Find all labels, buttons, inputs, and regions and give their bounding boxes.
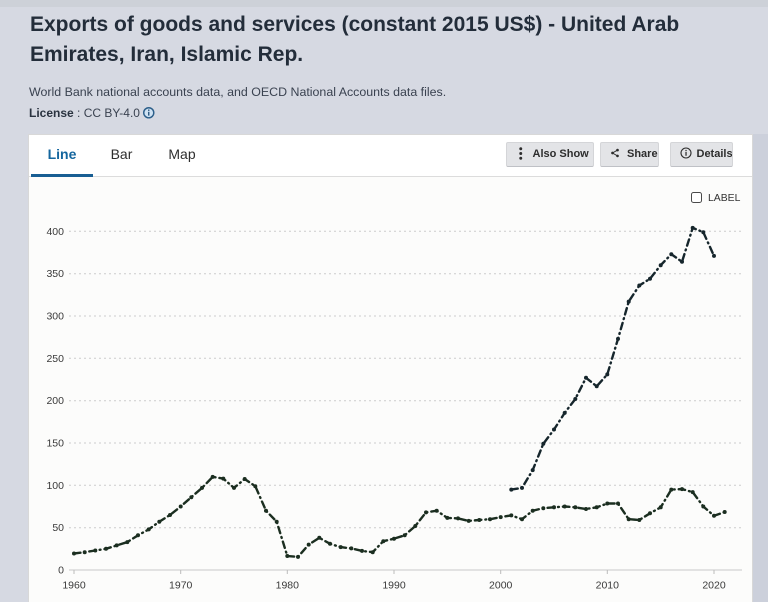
- svg-text:1990: 1990: [382, 580, 406, 592]
- svg-text:2010: 2010: [596, 580, 620, 592]
- svg-text:1980: 1980: [276, 580, 300, 592]
- svg-text:200: 200: [46, 395, 64, 407]
- svg-text:400: 400: [46, 226, 64, 238]
- svg-text:350: 350: [46, 268, 64, 280]
- svg-text:300: 300: [46, 311, 64, 323]
- svg-text:1960: 1960: [62, 580, 86, 592]
- svg-text:2020: 2020: [702, 580, 726, 592]
- svg-text:0: 0: [58, 565, 64, 577]
- svg-text:100: 100: [46, 480, 64, 492]
- svg-text:2000: 2000: [489, 580, 513, 592]
- svg-text:50: 50: [52, 522, 64, 534]
- svg-text:1970: 1970: [169, 580, 193, 592]
- svg-text:150: 150: [46, 438, 64, 450]
- svg-text:250: 250: [46, 353, 64, 365]
